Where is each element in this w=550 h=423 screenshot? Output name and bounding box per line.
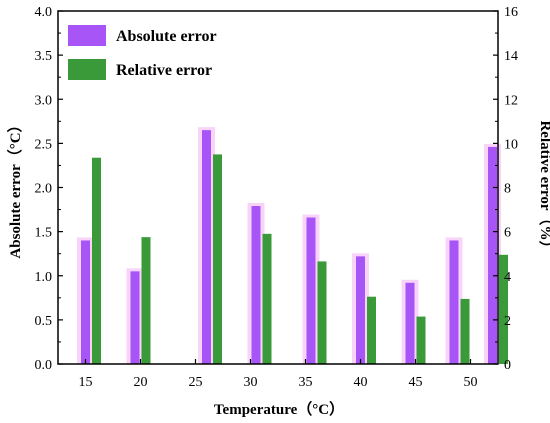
y-left-tick-label: 1.5	[35, 226, 53, 241]
bar-absolute-error	[306, 217, 316, 364]
bar-relative-error	[141, 237, 151, 364]
y-left-tick-label: 0.0	[35, 358, 53, 373]
y-right-tick-label: 2	[504, 314, 511, 329]
x-tick-label: 15	[79, 375, 93, 390]
y-right-tick-label: 4	[504, 270, 511, 285]
legend-swatch-absolute-error	[68, 25, 106, 46]
bar-relative-error	[213, 154, 222, 364]
x-tick-label: 40	[354, 375, 368, 390]
y-right-tick-label: 12	[504, 93, 518, 108]
x-tick-label: 50	[464, 375, 478, 390]
y-right-tick-label: 0	[504, 358, 511, 373]
bar-relative-error	[262, 233, 272, 364]
bar-relative-error	[92, 157, 101, 364]
y-left-tick-label: 2.5	[35, 137, 53, 152]
bar-absolute-error	[130, 271, 140, 364]
y-right-tick-label: 16	[504, 5, 518, 20]
y-right-tick-label: 6	[504, 226, 511, 241]
y-left-tick-label: 3.0	[35, 93, 53, 108]
bar-relative-error	[317, 261, 327, 364]
legend-swatch-relative-error	[68, 59, 106, 80]
y-axis-left-title: Absolute error（°C）	[6, 117, 24, 258]
bar-relative-error	[367, 296, 376, 364]
bar-relative-error	[460, 298, 470, 364]
legend-label-relative-error: Relative error	[116, 62, 212, 79]
y-left-tick-label: 1.0	[35, 270, 53, 285]
bar-absolute-error	[405, 282, 415, 364]
x-tick-label: 35	[299, 375, 313, 390]
bars-group	[77, 127, 508, 364]
y-left-tick-label: 0.5	[35, 314, 53, 329]
x-tick-label: 45	[409, 375, 423, 390]
y-axis-right-title: Relative error（%）	[537, 120, 550, 255]
x-tick-label: 30	[244, 375, 258, 390]
x-axis-title: Temperature（°C）	[214, 400, 344, 418]
y-left-tick-label: 3.5	[35, 49, 53, 64]
x-tick-label: 20	[134, 375, 148, 390]
y-left-tick-label: 4.0	[35, 5, 53, 20]
bar-absolute-error	[251, 206, 261, 364]
bar-relative-error	[416, 316, 426, 364]
y-right-tick-label: 8	[504, 182, 511, 197]
bar-absolute-error	[356, 256, 365, 364]
y-right-tick-label: 14	[504, 49, 518, 64]
bar-absolute-error	[488, 146, 497, 364]
x-tick-label: 25	[189, 375, 203, 390]
legend: Absolute error Relative error	[68, 25, 217, 80]
legend-label-absolute-error: Absolute error	[116, 28, 217, 45]
bar-absolute-error	[202, 130, 211, 364]
y-left-tick-label: 2.0	[35, 182, 53, 197]
ticks-group: 0.0 0.5 1.0 1.5 2.0 2.5 3.0 3.5 4.0 0 2 4 6 8 10 12 14 16…	[35, 5, 519, 390]
bar-relative-error	[499, 254, 508, 364]
bar-absolute-error	[449, 240, 459, 364]
y-right-tick-label: 10	[504, 137, 518, 152]
bar-absolute-error	[81, 240, 90, 364]
